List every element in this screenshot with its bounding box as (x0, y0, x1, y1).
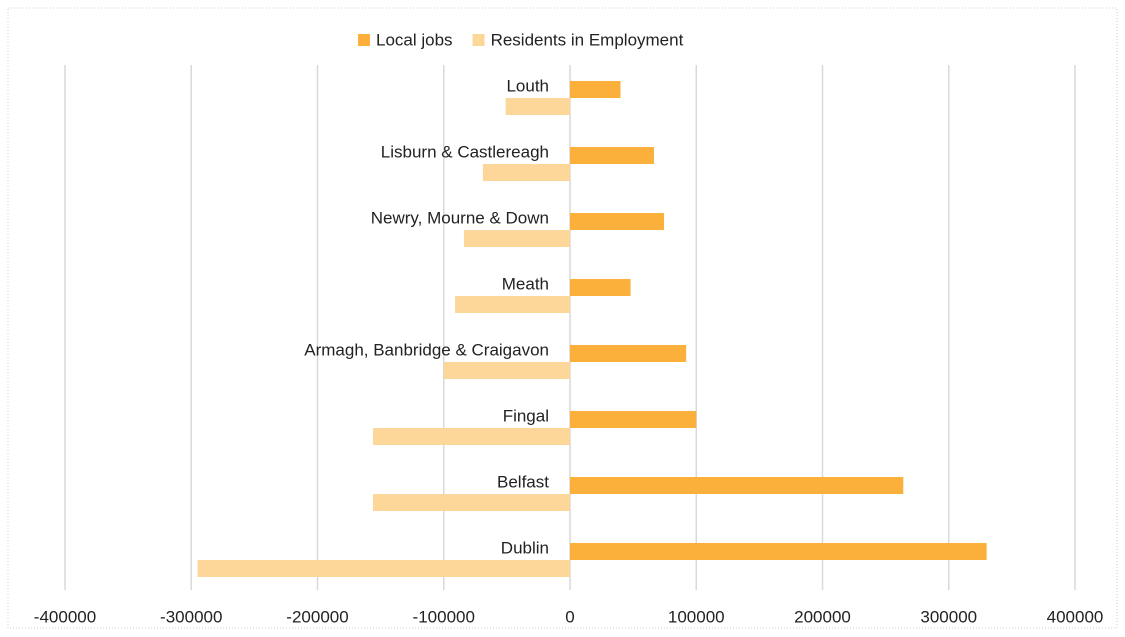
bar (570, 213, 665, 230)
y-tick-label: Armagh, Banbridge & Craigavon (304, 340, 549, 359)
legend-label: Residents in Employment (491, 30, 684, 49)
bar (197, 560, 570, 577)
legend-swatch (358, 34, 370, 46)
y-tick-label: Belfast (497, 472, 549, 491)
y-tick-label: Louth (506, 76, 549, 95)
bar (443, 362, 570, 379)
bar (455, 296, 570, 313)
bar (482, 164, 570, 181)
bar (570, 279, 631, 296)
x-tick-label: -200000 (286, 607, 348, 626)
bar (570, 411, 697, 428)
x-tick-label: -300000 (160, 607, 222, 626)
bar (570, 147, 654, 164)
y-tick-label: Lisburn & Castlereagh (381, 142, 549, 161)
legend-label: Local jobs (376, 30, 453, 49)
y-tick-label: Dublin (501, 538, 549, 557)
bar (505, 98, 570, 115)
y-tick-label: Fingal (503, 406, 549, 425)
bar (570, 477, 904, 494)
legend-swatch (472, 34, 485, 46)
bar (373, 494, 570, 511)
y-tick-label: Newry, Mourne & Down (371, 208, 549, 227)
bar (570, 345, 687, 362)
x-tick-label: 300000 (920, 607, 977, 626)
bar (463, 230, 570, 247)
bar (570, 543, 987, 560)
x-tick-label: -100000 (413, 607, 475, 626)
x-tick-label: 0 (565, 607, 574, 626)
x-tick-label: 200000 (794, 607, 851, 626)
chart-border (7, 7, 1118, 629)
x-tick-label: 100000 (668, 607, 725, 626)
x-tick-label: 400000 (1047, 607, 1104, 626)
bar (373, 428, 570, 445)
bar (570, 81, 621, 98)
x-tick-label: -400000 (34, 607, 96, 626)
y-tick-label: Meath (502, 274, 549, 293)
